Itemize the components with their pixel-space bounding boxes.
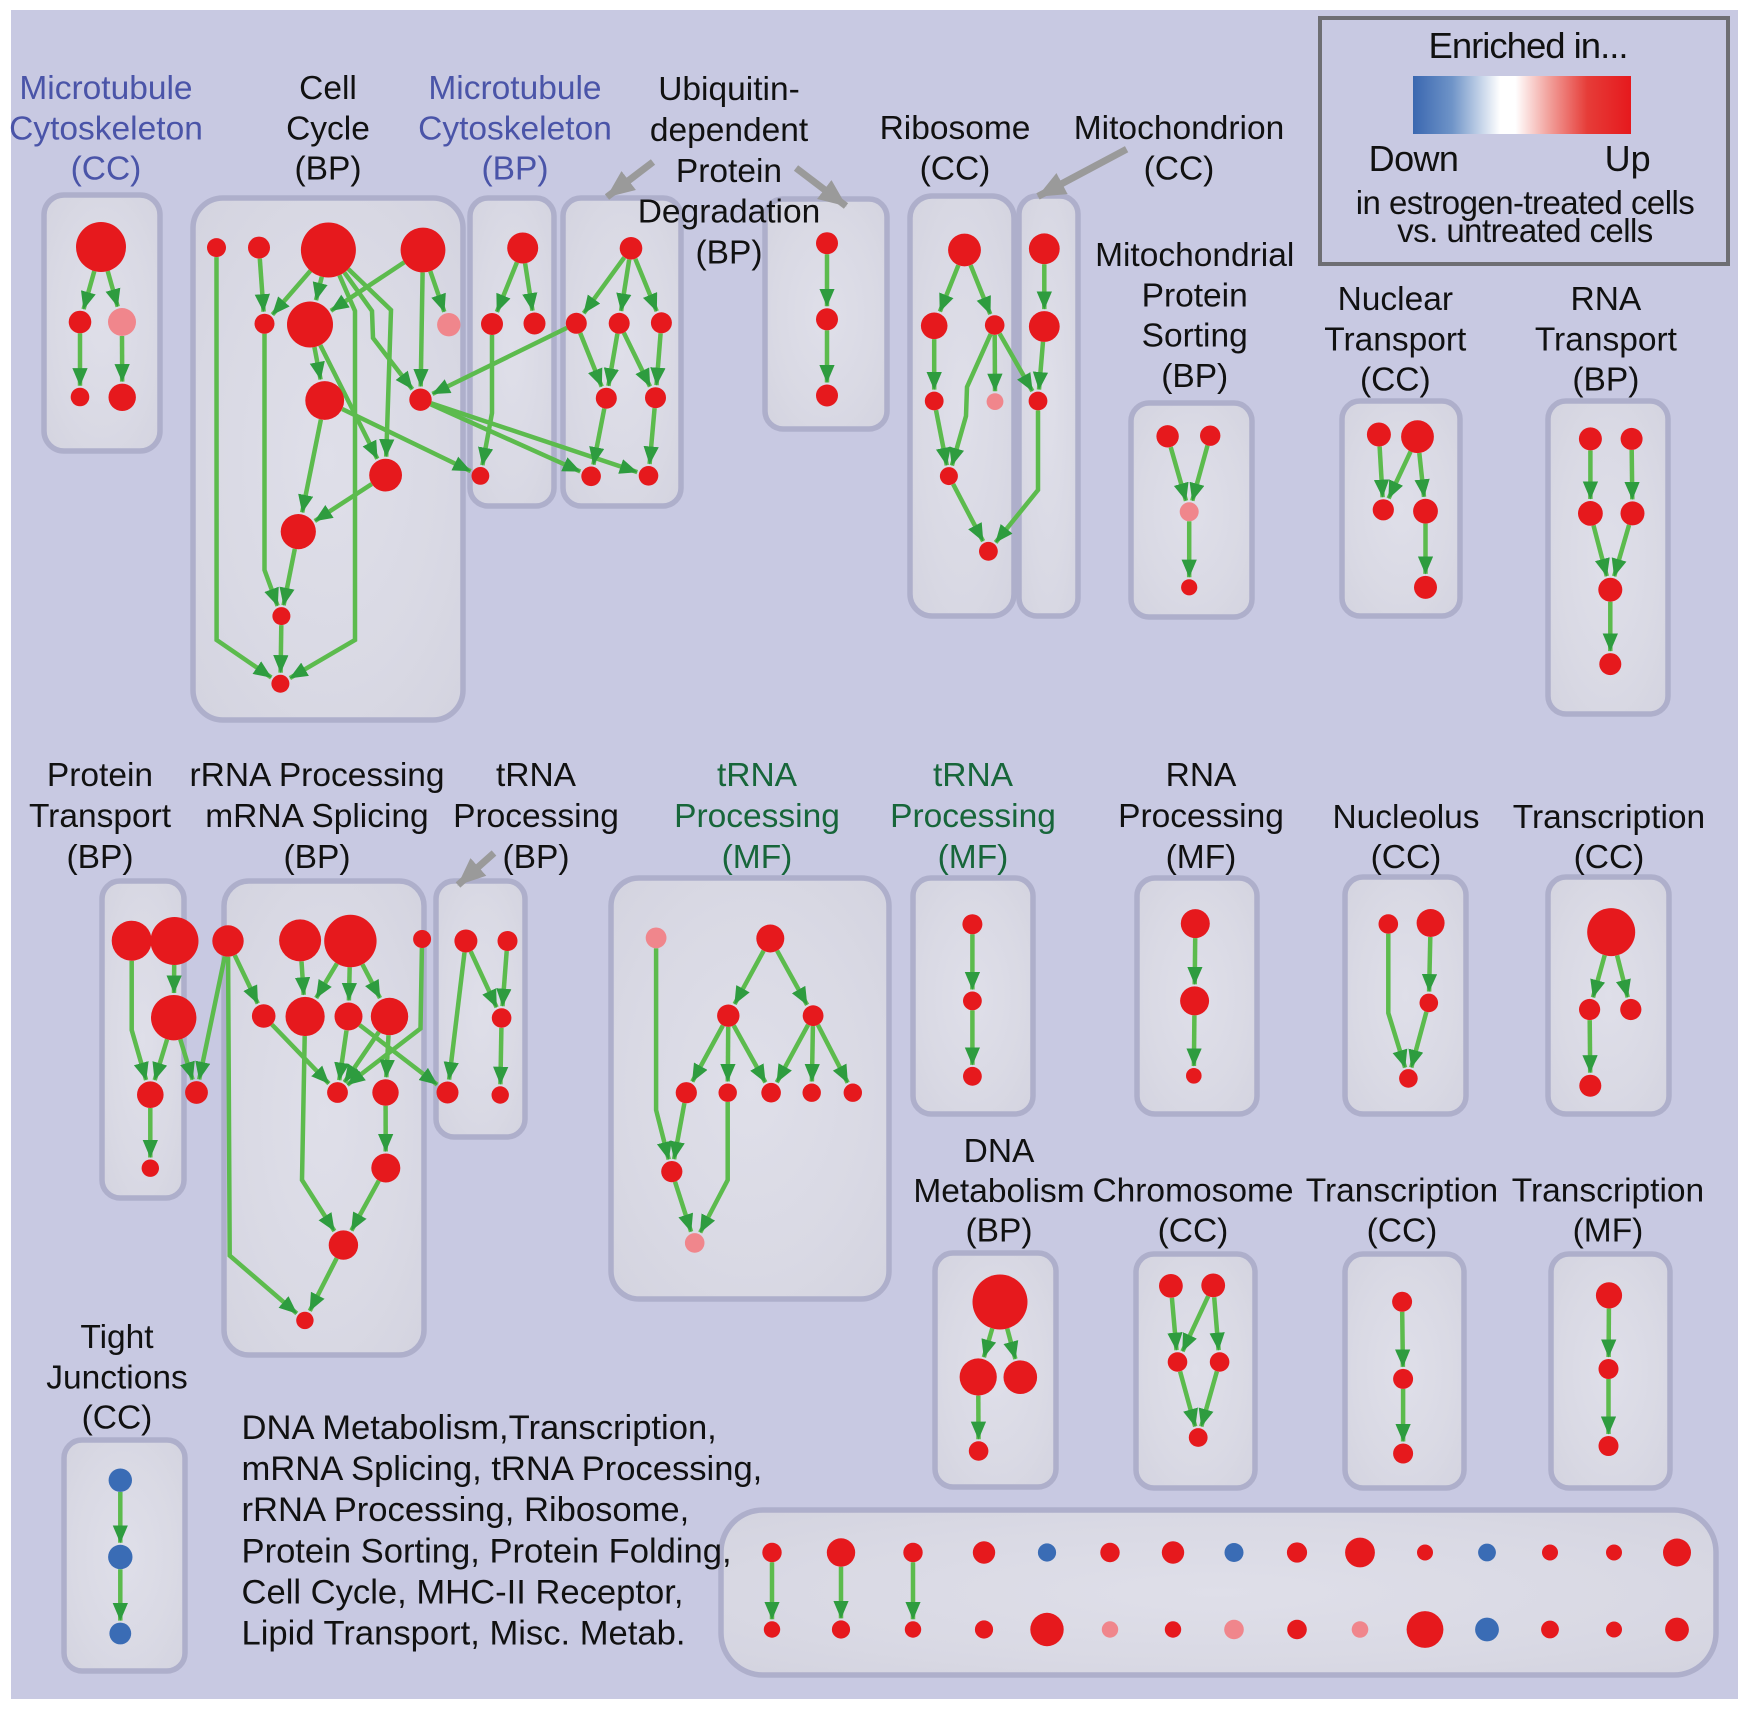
svg-text:Transcription: Transcription (1512, 1173, 1704, 1210)
svg-text:dependent: dependent (650, 112, 809, 149)
svg-text:(CC): (CC) (1144, 150, 1215, 187)
svg-text:Enriched in...: Enriched in... (1428, 25, 1627, 66)
svg-text:vs. untreated cells: vs. untreated cells (1397, 212, 1653, 249)
svg-text:Nuclear: Nuclear (1338, 281, 1453, 318)
svg-text:Protein: Protein (676, 153, 782, 190)
svg-text:Mitochondrion: Mitochondrion (1074, 110, 1284, 147)
svg-text:Tight: Tight (80, 1319, 154, 1356)
svg-text:Cytoskeleton: Cytoskeleton (9, 110, 203, 147)
svg-text:rRNA Processing: rRNA Processing (189, 757, 444, 794)
svg-text:Chromosome: Chromosome (1092, 1173, 1293, 1210)
svg-text:Protein Sorting, Protein Foldi: Protein Sorting, Protein Folding, (242, 1532, 732, 1570)
svg-text:(MF): (MF) (1166, 839, 1237, 876)
svg-text:Processing: Processing (1118, 798, 1284, 835)
svg-text:(CC): (CC) (920, 150, 991, 187)
svg-text:Cycle: Cycle (286, 110, 370, 147)
svg-text:Protein: Protein (1142, 277, 1248, 314)
svg-text:Protein: Protein (47, 757, 153, 794)
svg-text:RNA: RNA (1166, 757, 1237, 794)
svg-text:mRNA Splicing, tRNA Processing: mRNA Splicing, tRNA Processing, (242, 1450, 763, 1488)
svg-text:in estrogen-treated cells: in estrogen-treated cells (1356, 184, 1694, 221)
svg-text:(CC): (CC) (82, 1400, 153, 1437)
svg-text:rRNA Processing, Ribosome,: rRNA Processing, Ribosome, (242, 1491, 690, 1529)
svg-text:Nucleolus: Nucleolus (1332, 799, 1479, 836)
svg-text:Metabolism: Metabolism (913, 1173, 1084, 1210)
svg-text:(MF): (MF) (1573, 1212, 1644, 1249)
svg-text:(BP): (BP) (503, 839, 570, 876)
svg-text:tRNA: tRNA (496, 757, 577, 794)
svg-text:Transport: Transport (1324, 321, 1467, 358)
svg-text:Cell Cycle, MHC-II Receptor,: Cell Cycle, MHC-II Receptor, (242, 1573, 684, 1611)
svg-text:(BP): (BP) (284, 839, 351, 876)
svg-text:mRNA Splicing: mRNA Splicing (205, 798, 428, 835)
svg-text:Mitochondrial: Mitochondrial (1095, 237, 1294, 274)
svg-text:Processing: Processing (890, 798, 1056, 835)
svg-text:(BP): (BP) (295, 151, 362, 188)
svg-text:Transcription: Transcription (1513, 799, 1705, 836)
svg-text:Up: Up (1605, 138, 1651, 179)
svg-text:Transport: Transport (29, 798, 172, 835)
svg-text:Down: Down (1369, 138, 1459, 179)
svg-text:(BP): (BP) (696, 235, 763, 272)
svg-text:tRNA: tRNA (933, 757, 1014, 794)
svg-text:tRNA: tRNA (717, 757, 798, 794)
svg-text:(BP): (BP) (966, 1213, 1033, 1250)
svg-text:(CC): (CC) (1158, 1212, 1229, 1249)
svg-text:(CC): (CC) (71, 151, 142, 188)
svg-text:(CC): (CC) (1371, 839, 1442, 876)
svg-text:DNA Metabolism,Transcription,: DNA Metabolism,Transcription, (242, 1409, 717, 1447)
svg-text:Junctions: Junctions (46, 1359, 188, 1396)
svg-text:(CC): (CC) (1360, 362, 1431, 399)
svg-text:Lipid Transport, Misc. Metab.: Lipid Transport, Misc. Metab. (242, 1615, 686, 1653)
svg-text:Ribosome: Ribosome (880, 110, 1031, 147)
svg-text:Cell: Cell (299, 70, 357, 107)
svg-text:Processing: Processing (453, 798, 619, 835)
svg-text:(BP): (BP) (482, 151, 549, 188)
svg-text:Sorting: Sorting (1142, 318, 1248, 355)
svg-text:(MF): (MF) (938, 839, 1009, 876)
svg-text:(BP): (BP) (67, 839, 134, 876)
svg-text:Cytoskeleton: Cytoskeleton (418, 110, 612, 147)
svg-text:Degradation: Degradation (638, 194, 821, 231)
svg-text:(CC): (CC) (1367, 1212, 1438, 1249)
svg-text:DNA: DNA (964, 1133, 1035, 1170)
svg-text:(BP): (BP) (1572, 362, 1639, 399)
svg-text:Processing: Processing (674, 798, 840, 835)
svg-text:(CC): (CC) (1574, 839, 1645, 876)
svg-text:(BP): (BP) (1161, 358, 1228, 395)
svg-text:RNA: RNA (1571, 281, 1642, 318)
svg-text:Transport: Transport (1535, 321, 1678, 358)
svg-text:Ubiquitin-: Ubiquitin- (658, 71, 800, 108)
svg-text:Transcription: Transcription (1306, 1173, 1498, 1210)
svg-text:Microtubule: Microtubule (428, 70, 601, 107)
svg-text:Microtubule: Microtubule (19, 70, 192, 107)
svg-text:(MF): (MF) (722, 839, 793, 876)
